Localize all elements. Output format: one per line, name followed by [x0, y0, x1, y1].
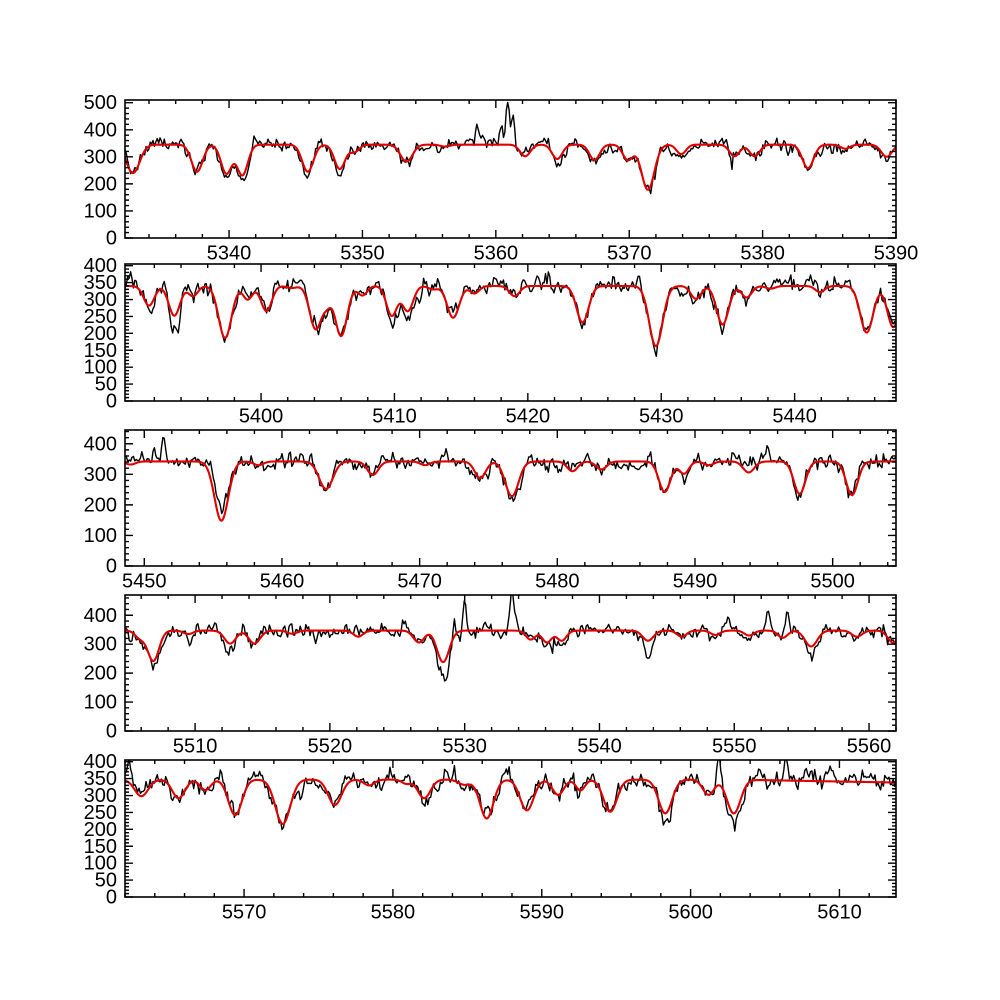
spectra-figure — [0, 0, 1000, 1000]
spectra-plot-canvas — [0, 0, 1000, 1000]
